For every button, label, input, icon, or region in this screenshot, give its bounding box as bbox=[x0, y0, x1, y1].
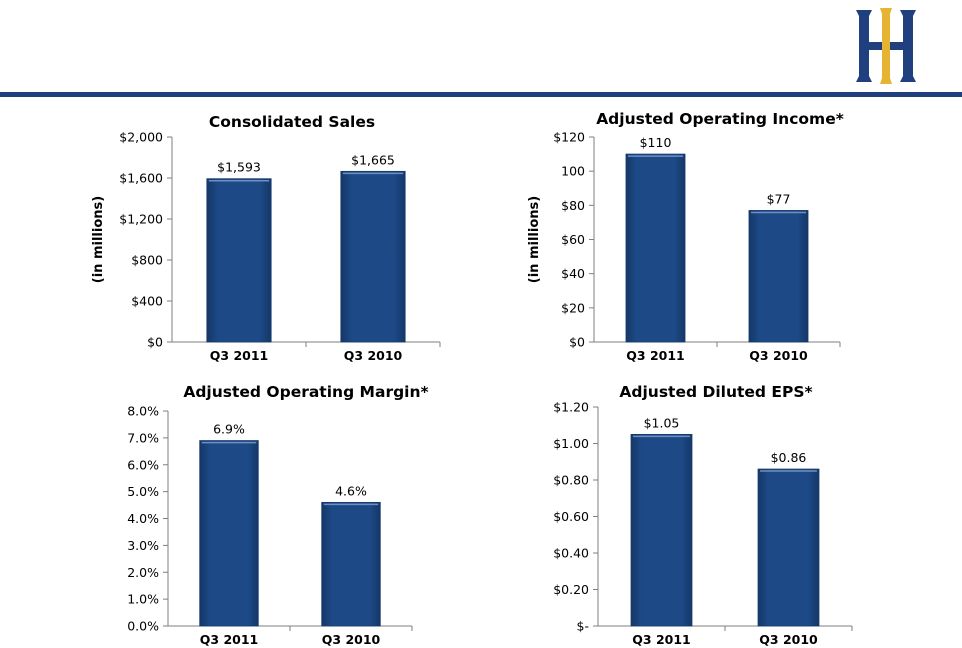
y-tick-label: $1.20 bbox=[553, 400, 589, 415]
x-tick-label: Q3 2011 bbox=[200, 632, 258, 647]
chart-title: Adjusted Operating Income* bbox=[596, 110, 844, 128]
data-label: $1,665 bbox=[351, 152, 395, 167]
y-tick-label: 4.0% bbox=[127, 511, 159, 526]
data-label: 4.6% bbox=[335, 483, 367, 498]
bar bbox=[206, 178, 272, 343]
y-tick-label: 3.0% bbox=[127, 538, 159, 553]
bar bbox=[630, 433, 693, 627]
x-tick-label: Q3 2010 bbox=[322, 632, 381, 647]
x-tick-label: Q3 2011 bbox=[632, 632, 690, 647]
y-tick-label: $- bbox=[577, 619, 589, 634]
chart-title: Consolidated Sales bbox=[209, 113, 375, 131]
data-label: 6.9% bbox=[213, 422, 245, 437]
y-tick-label: 5.0% bbox=[127, 484, 159, 499]
y-tick-label: 2.0% bbox=[127, 565, 159, 580]
bar bbox=[748, 210, 809, 343]
y-tick-label: 6.0% bbox=[127, 457, 159, 472]
y-tick-label: $20 bbox=[561, 300, 585, 315]
y-tick-label: $60 bbox=[561, 232, 585, 247]
chart-title: Adjusted Operating Margin* bbox=[183, 383, 428, 401]
header-rule bbox=[0, 92, 962, 97]
x-tick-label: Q3 2011 bbox=[210, 348, 268, 363]
y-tick-label: $1.00 bbox=[553, 436, 589, 451]
y-tick-label: $80 bbox=[561, 198, 585, 213]
y-tick-label: $400 bbox=[131, 294, 163, 309]
y-tick-label: $1,600 bbox=[119, 171, 163, 186]
data-label: $1,593 bbox=[217, 160, 261, 175]
bar bbox=[199, 440, 259, 627]
data-label: $110 bbox=[640, 135, 672, 150]
x-tick-label: Q3 2010 bbox=[749, 348, 808, 363]
x-tick-label: Q3 2010 bbox=[759, 632, 818, 647]
y-tick-label: $0 bbox=[147, 335, 163, 350]
y-tick-label: $0 bbox=[569, 335, 585, 350]
hii-logo-icon bbox=[852, 6, 920, 86]
bar bbox=[321, 501, 381, 627]
y-tick-label: $120 bbox=[553, 130, 585, 145]
y-tick-label: $0.80 bbox=[553, 473, 589, 488]
y-axis-title: (in millions) bbox=[91, 196, 106, 283]
y-tick-label: 1.0% bbox=[127, 592, 159, 607]
x-tick-label: Q3 2011 bbox=[626, 348, 684, 363]
y-tick-label: 8.0% bbox=[127, 404, 159, 419]
y-tick-label: 7.0% bbox=[127, 430, 159, 445]
y-tick-label: 0.0% bbox=[127, 619, 159, 634]
data-label: $0.86 bbox=[771, 450, 807, 465]
y-tick-label: $1,200 bbox=[119, 212, 163, 227]
y-tick-label: $2,000 bbox=[119, 130, 163, 145]
y-tick-label: $40 bbox=[561, 266, 585, 281]
data-label: $77 bbox=[767, 191, 791, 206]
y-tick-label: 100 bbox=[561, 164, 585, 179]
y-tick-label: $0.20 bbox=[553, 582, 589, 597]
data-label: $1.05 bbox=[644, 415, 680, 430]
y-tick-label: $0.40 bbox=[553, 546, 589, 561]
y-tick-label: $0.60 bbox=[553, 509, 589, 524]
y-tick-label: $800 bbox=[131, 253, 163, 268]
bar bbox=[757, 468, 820, 627]
bar bbox=[625, 153, 686, 343]
bar bbox=[340, 170, 406, 343]
y-axis-title: (in millions) bbox=[527, 196, 542, 283]
x-tick-label: Q3 2010 bbox=[344, 348, 403, 363]
chart-title: Adjusted Diluted EPS* bbox=[619, 383, 812, 401]
